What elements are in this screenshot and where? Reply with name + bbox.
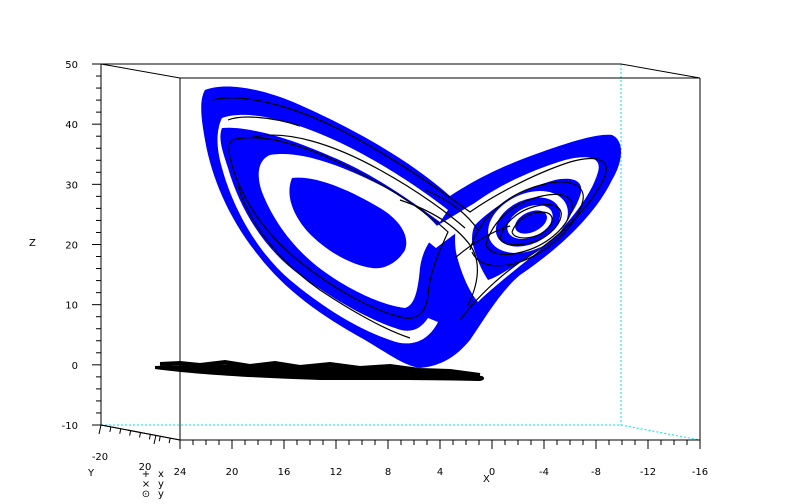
x-tick-label: -16 [692, 467, 708, 478]
z-tick-label: 40 [65, 120, 78, 131]
left-lobe-core [289, 177, 407, 269]
z-tick-label: 20 [65, 241, 78, 252]
z-tick-label: -10 [62, 421, 78, 432]
x-tick-label: 20 [226, 467, 239, 478]
y-minor-tick [158, 436, 161, 442]
y-tick-label: 20 [139, 462, 152, 473]
projection-band-jitter [159, 359, 481, 377]
trajectory-right-spiral-1 [469, 181, 584, 267]
y-minor-tick [168, 438, 171, 444]
right-lobe-core [515, 210, 547, 234]
attractor-projection [155, 359, 485, 381]
attractor-surface [201, 86, 622, 368]
z-axis-label: Z [29, 238, 36, 249]
lobe-crossing-gap [420, 200, 490, 248]
y-minor-tick [148, 434, 151, 440]
hidden-edge-bottom-right [620, 424, 701, 441]
x-tick-label: 12 [330, 467, 343, 478]
x-tick-label: 0 [489, 467, 495, 478]
trajectory-right-spiral-2 [485, 193, 573, 255]
z-tick-label: 50 [65, 60, 78, 71]
legend-marker: × [142, 479, 150, 490]
z-tick-label: 30 [65, 180, 78, 191]
x-tick-label: -4 [539, 467, 549, 478]
attractor-trajectory [211, 97, 607, 339]
legend-marker: ⊙ [142, 489, 150, 500]
z-tick-label: 10 [65, 301, 78, 312]
y-axis-label: Y [87, 468, 95, 479]
y-minor-tick [119, 428, 122, 434]
z-axis: 50 40 30 20 10 0 -10 [62, 60, 101, 432]
trajectory-cross-2 [424, 189, 511, 259]
trajectory-cross-1 [399, 199, 478, 306]
trajectory-left-loop-4 [227, 116, 411, 339]
x-tick-label: -12 [640, 467, 656, 478]
y-minor-tick [139, 432, 141, 438]
projection-band [155, 364, 485, 381]
y-minor-tick [109, 426, 112, 432]
y-tick-label: -20 [92, 452, 108, 463]
box-edge-top-right [620, 63, 701, 79]
x-tick-label: 4 [437, 467, 443, 478]
y-minor-tick [129, 430, 132, 436]
z-tick-label: 0 [72, 361, 78, 372]
y-tick-mark [153, 434, 157, 445]
x-tick-label: 8 [385, 467, 391, 478]
legend: + x × y ⊙ y [142, 469, 164, 500]
legend-marker: + [142, 469, 150, 480]
x-tick-label: 16 [278, 467, 291, 478]
x-axis: 24 20 16 12 8 4 0 -4 -8 -12 -16 [174, 440, 708, 478]
x-tick-label: -8 [591, 467, 601, 478]
x-axis-label: X [483, 474, 490, 485]
left-lobe-gap-outer [217, 114, 448, 344]
trajectory-right-spiral-4 [511, 211, 553, 239]
y-axis: -20 20 [92, 424, 181, 473]
legend-entry: x [158, 469, 164, 480]
trajectory-right-spiral-3 [499, 204, 562, 246]
hidden-box-edges [101, 64, 701, 441]
x-tick-label: 24 [174, 467, 187, 478]
trajectory-left-loop-3 [249, 134, 466, 229]
legend-entry: y [158, 489, 164, 500]
legend-entry: y [158, 479, 164, 490]
box-edge-top-left [100, 63, 181, 79]
y-tick-mark [98, 424, 102, 435]
trajectory-left-loop-2 [228, 137, 449, 319]
